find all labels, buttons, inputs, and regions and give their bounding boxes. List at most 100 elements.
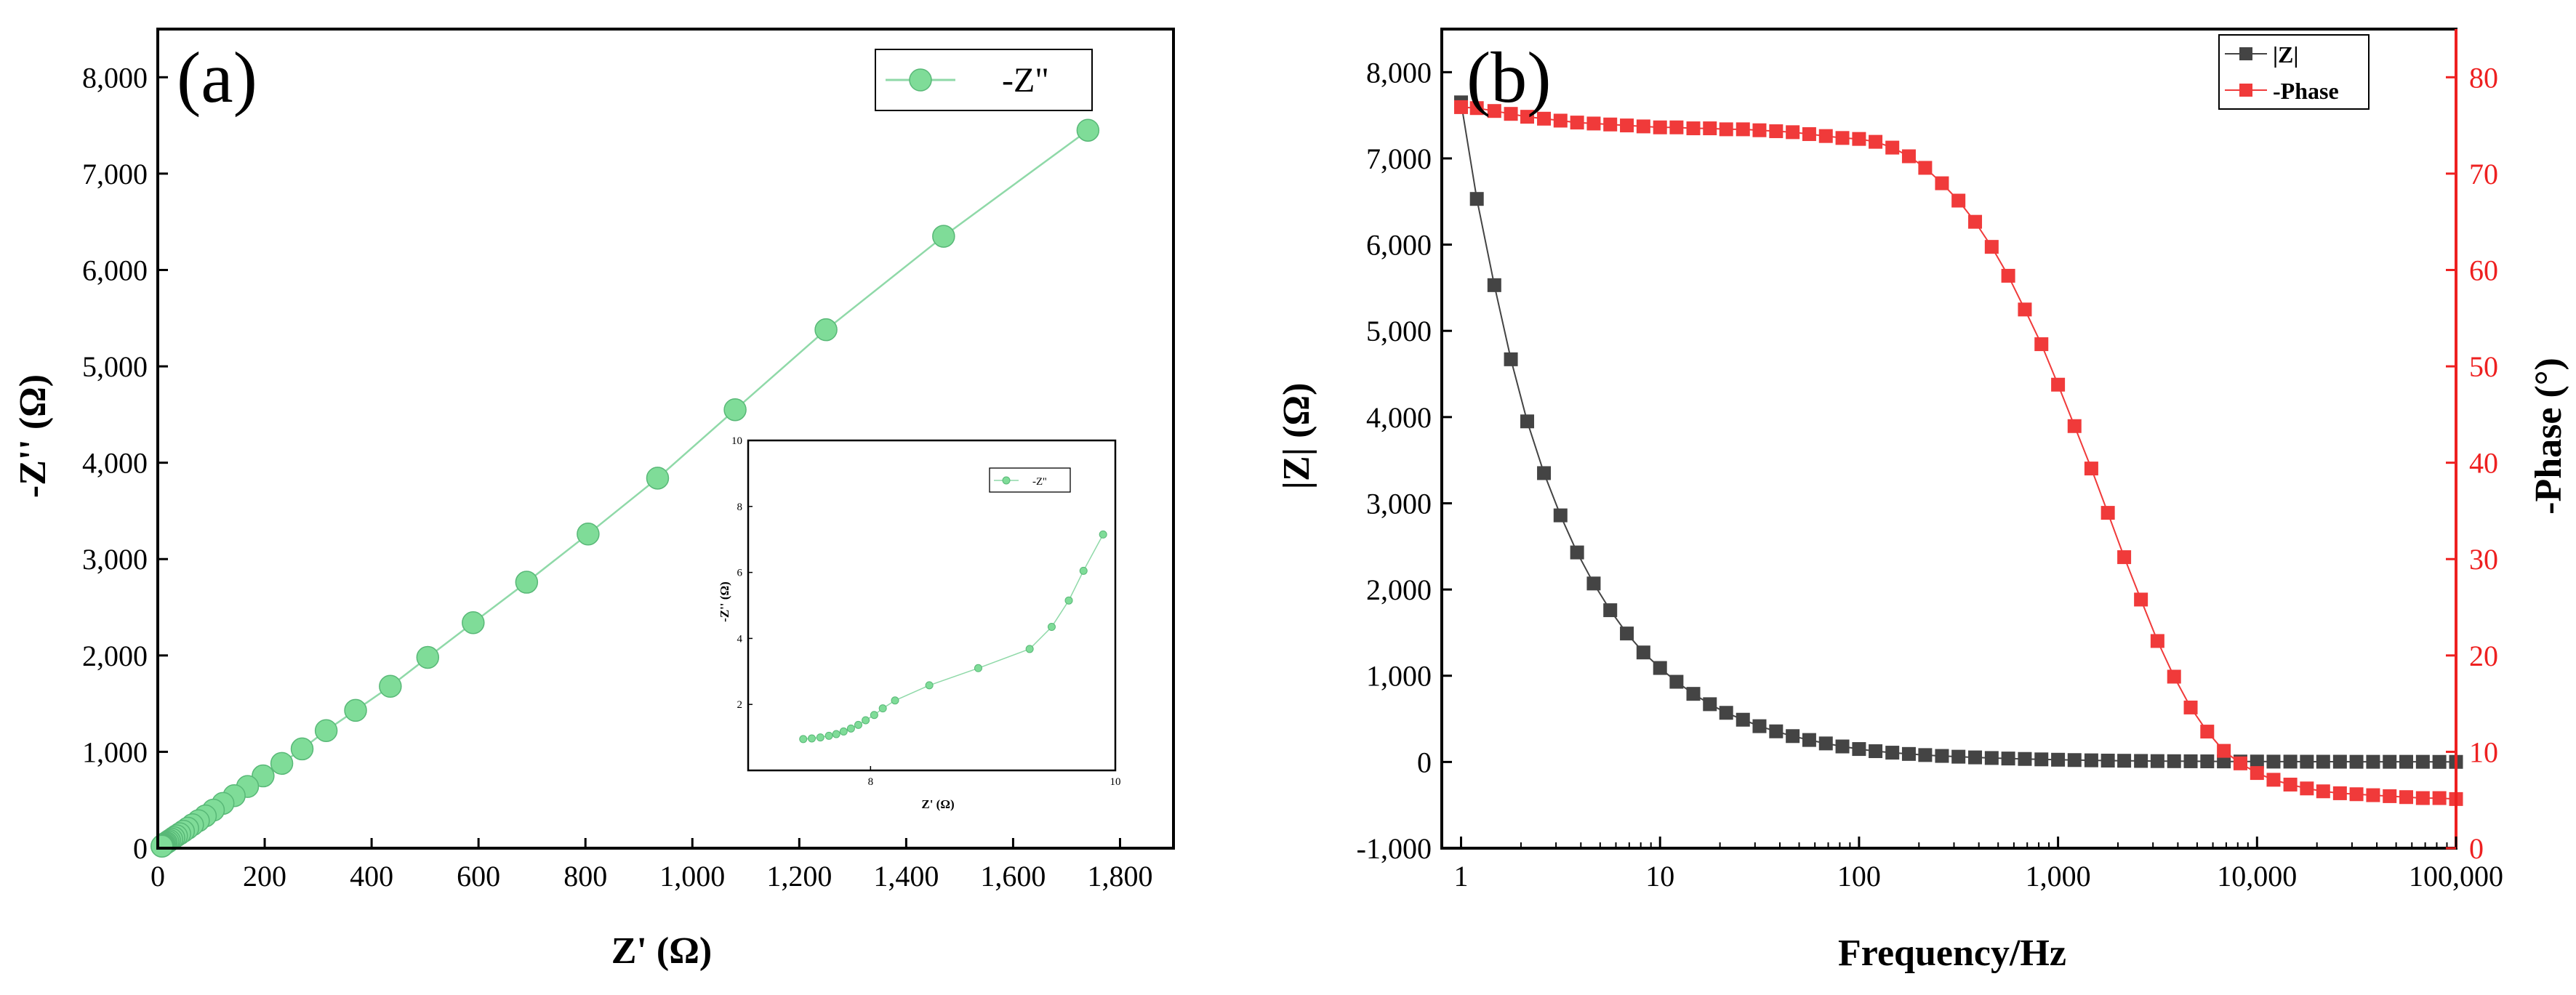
inset-x-tick-label: 10 — [1110, 776, 1121, 788]
x-tick-label-b: 10 — [1645, 860, 1674, 893]
data-point-phase — [1537, 111, 1552, 126]
data-point-a — [150, 834, 174, 858]
inset-data-point — [891, 696, 899, 705]
data-point-z — [2283, 754, 2298, 769]
data-point-phase — [2001, 268, 2015, 283]
data-point-a — [814, 318, 838, 342]
legend-marker-phase — [2239, 84, 2252, 97]
data-point-z — [1901, 746, 1916, 761]
data-point-z — [1968, 750, 1983, 765]
panel-a: 0 200 400 600 800 1,000 1,200 1,400 1,600 1,800 0 1… — [12, 28, 1175, 972]
data-point-z — [2167, 754, 2181, 768]
data-point-phase — [1454, 100, 1469, 114]
data-point-phase — [1968, 214, 1983, 229]
inset-y-tick-label: 6 — [737, 568, 743, 579]
data-point-z — [1984, 751, 1999, 765]
inset-y-tick-label: 10 — [731, 435, 742, 447]
x-tick-label-b: 1 — [1454, 860, 1469, 893]
data-point-z — [1719, 706, 1733, 720]
inset-legend-label: -Z'' — [1032, 476, 1047, 488]
data-point-phase — [1653, 120, 1667, 134]
data-point-a — [577, 523, 600, 546]
data-point-z — [1669, 674, 1684, 689]
inset-legend: -Z'' — [989, 467, 1071, 493]
x-tick-label-a: 1,400 — [873, 860, 939, 893]
data-point-a — [462, 611, 485, 635]
data-point-z — [1951, 749, 1966, 764]
data-point-phase — [1553, 113, 1568, 128]
data-point-z — [2034, 752, 2049, 767]
data-point-z — [2415, 754, 2430, 769]
inset-data-point — [1047, 623, 1056, 632]
data-point-phase — [2117, 550, 2132, 565]
y-tick-label-a: 3,000 — [82, 543, 148, 576]
data-point-z — [2217, 754, 2231, 769]
data-point-phase — [1869, 134, 1883, 149]
inset-frame — [747, 439, 1117, 772]
y-tick-label-b: 6,000 — [1366, 229, 1432, 262]
inset-data-point — [925, 681, 934, 690]
inset-data-point — [862, 716, 870, 725]
y-tick-label-b: -1,000 — [1357, 832, 1432, 865]
y-tick-label-b: 3,000 — [1366, 487, 1432, 520]
data-point-z — [1487, 278, 1501, 292]
data-point-phase — [2332, 786, 2347, 800]
data-point-z — [2067, 753, 2082, 768]
data-point-z — [2432, 754, 2447, 769]
data-point-phase — [1885, 140, 1900, 155]
inset-y-tick-label: 4 — [737, 633, 743, 645]
inset-x-tick-label: 8 — [868, 776, 874, 788]
data-point-a — [379, 674, 402, 698]
data-point-z — [2200, 754, 2215, 769]
data-point-z — [2150, 754, 2164, 768]
data-point-phase — [1752, 123, 1767, 137]
y-tick-label-b: 8,000 — [1366, 56, 1432, 89]
data-point-phase — [2100, 506, 2115, 520]
data-point-z — [1553, 508, 1568, 523]
inset-data-point — [1099, 530, 1107, 539]
data-point-phase — [2266, 773, 2281, 787]
data-point-z — [1520, 414, 1535, 429]
inset-data-point — [870, 711, 878, 720]
y-right-tick-label-b: 30 — [2469, 543, 2498, 576]
data-point-z — [2300, 754, 2314, 769]
x-tick-label-a: 400 — [350, 860, 393, 893]
x-tick-label-b: 10,000 — [2217, 860, 2297, 893]
x-tick-label-a: 1,000 — [659, 860, 725, 893]
data-point-z — [2332, 754, 2347, 769]
data-point-z — [1537, 466, 1552, 480]
data-point-phase — [2034, 337, 2049, 352]
data-point-phase — [2084, 462, 2098, 476]
data-point-z — [1620, 627, 1634, 641]
data-point-phase — [1802, 127, 1816, 142]
data-point-phase — [2233, 756, 2247, 770]
data-point-z — [1835, 739, 1850, 754]
inset-data-point — [1079, 566, 1088, 575]
data-point-phase — [2200, 725, 2215, 739]
y-right-tick-label-b: 0 — [2469, 832, 2484, 865]
x-tick-label-a: 600 — [457, 860, 500, 893]
panel-b: 1 10 100 1,000 10,000 100,000-1,00001,0002,00… — [1276, 28, 2569, 974]
data-point-phase — [1703, 121, 1717, 136]
inset-data-point — [832, 730, 840, 738]
data-point-phase — [1769, 124, 1783, 139]
data-point-z — [2100, 753, 2115, 768]
x-axis-label-b: Frequency/Hz — [1838, 932, 2066, 974]
data-point-phase — [2383, 789, 2397, 803]
data-point-phase — [2366, 788, 2380, 802]
y-tick-label-a: 5,000 — [82, 350, 148, 383]
data-point-z — [2183, 754, 2198, 768]
data-point-z — [1570, 545, 1584, 560]
legend-label-phase: -Phase — [2273, 78, 2339, 104]
legend-marker-z — [2239, 47, 2252, 60]
y-right-tick-label-b: 80 — [2469, 61, 2498, 94]
data-point-phase — [1636, 119, 1650, 134]
data-point-phase — [1984, 240, 1999, 254]
inset-y-tick-label: 2 — [737, 699, 743, 711]
data-point-phase — [2415, 791, 2430, 805]
data-point-z — [1703, 697, 1717, 712]
data-point-phase — [1603, 117, 1618, 132]
y-tick-label-b: 1,000 — [1366, 660, 1432, 693]
inset-data-point — [839, 727, 848, 736]
